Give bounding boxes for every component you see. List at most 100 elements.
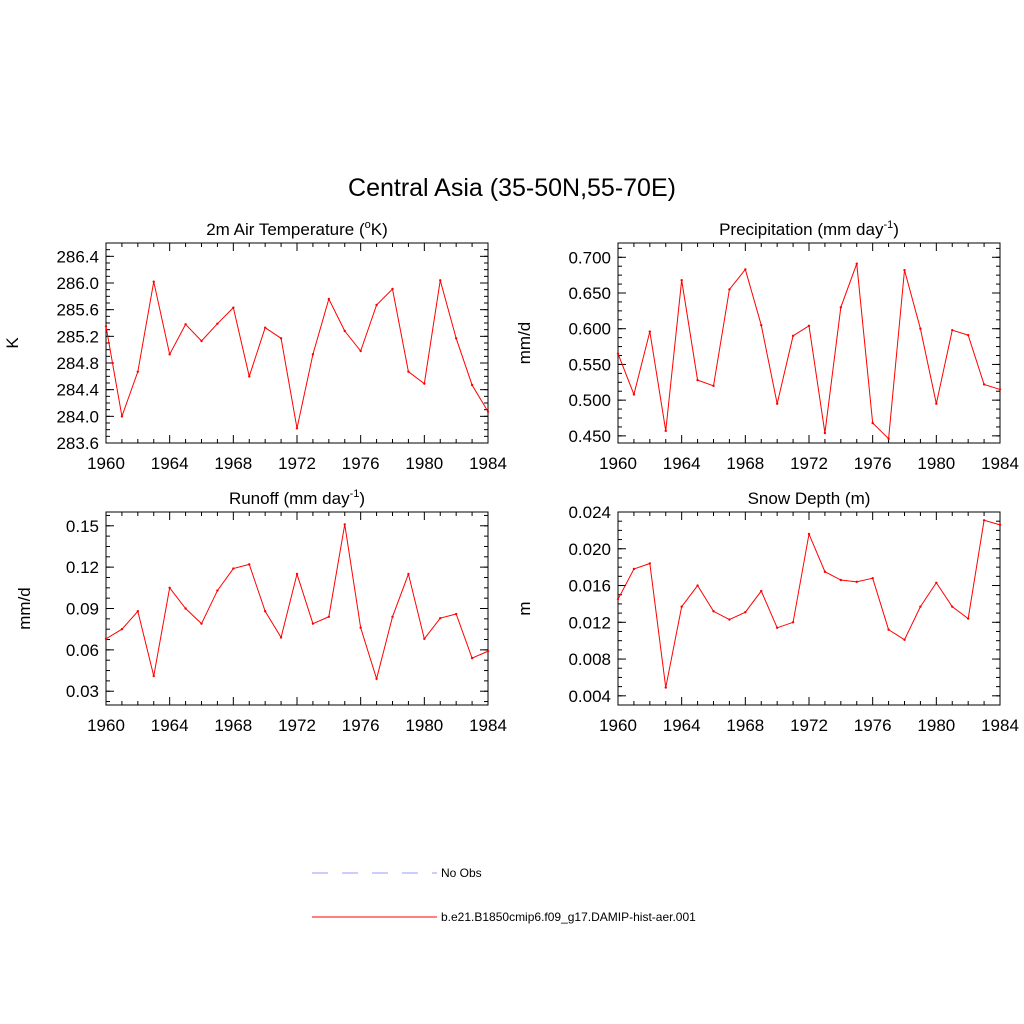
x-tick-label: 1976 (342, 716, 380, 735)
y-tick-label: 284.4 (56, 381, 99, 400)
y-tick-label: 0.450 (568, 427, 611, 446)
y-tick-label: 283.6 (56, 434, 99, 453)
data-point (423, 637, 426, 641)
legend-label: No Obs (441, 866, 482, 880)
plot-frame (105, 511, 489, 706)
data-point (998, 523, 1002, 527)
data-point (632, 567, 636, 571)
data-point (839, 578, 843, 582)
y-tick-label: 0.012 (568, 613, 611, 632)
data-point (343, 329, 346, 333)
data-point (104, 637, 108, 641)
data-point (871, 576, 874, 580)
x-tick-label: 1964 (151, 454, 189, 473)
x-tick-label: 1968 (214, 716, 252, 735)
panel-2: 1960 1964 1968 1972 1976 1980 1984 0.450 0.500 0.… (515, 219, 1019, 473)
x-tick-label: 1960 (599, 716, 637, 735)
x-tick-label: 1976 (854, 454, 892, 473)
y-tick-label: 0.15 (66, 517, 99, 536)
data-point (744, 610, 747, 614)
data-point (279, 337, 283, 340)
data-point (680, 278, 683, 282)
data-point (200, 622, 203, 625)
y-tick-label: 0.004 (568, 687, 611, 706)
data-point (216, 589, 219, 592)
y-tick-label: 0.700 (568, 248, 611, 267)
y-tick-label: 284.0 (56, 407, 99, 426)
y-tick-label: 0.008 (568, 650, 611, 669)
data-point (407, 572, 410, 576)
data-point (982, 519, 986, 522)
data-point (200, 339, 203, 343)
y-axis-label: mm/d (15, 587, 34, 630)
x-tick-label: 1972 (790, 454, 828, 473)
data-point (791, 621, 795, 624)
data-point (919, 605, 922, 608)
y-tick-label: 0.03 (66, 682, 99, 701)
x-tick-label: 1984 (981, 454, 1019, 473)
data-point (823, 570, 827, 573)
data-point (648, 562, 652, 565)
y-tick-label: 0.06 (66, 641, 99, 660)
data-point (454, 337, 458, 340)
data-point (664, 686, 667, 689)
data-point (375, 303, 378, 307)
x-tick-label: 1976 (854, 716, 892, 735)
legend-label: b.e21.B1850cmip6.f09_g17.DAMIP-hist-aer.… (441, 910, 696, 924)
data-point (120, 627, 124, 631)
x-tick-label: 1976 (342, 454, 380, 473)
data-point (648, 330, 652, 333)
y-tick-label: 0.500 (568, 391, 611, 410)
data-point (696, 584, 699, 587)
data-point (184, 323, 187, 326)
panel-4: 1960 1964 1968 1972 1976 1980 1984 0.004 0.008 0.… (515, 489, 1019, 735)
data-point (871, 421, 874, 425)
data-point (823, 431, 827, 435)
data-point (712, 384, 715, 388)
data-point (470, 383, 474, 387)
data-point (184, 607, 187, 610)
y-axis-label: mm/d (515, 322, 534, 365)
data-point (120, 415, 124, 418)
data-point (311, 622, 315, 625)
series-line (105, 524, 489, 681)
panels: 1960 1964 1968 1972 1976 1980 1984 283.6 284.0 28… (3, 219, 1019, 735)
data-point (248, 375, 251, 378)
data-point (807, 532, 811, 536)
panel-1: 1960 1964 1968 1972 1976 1980 1984 283.6 284.0 28… (3, 219, 507, 473)
y-tick-label: 0.600 (568, 320, 611, 339)
data-point (232, 306, 235, 309)
data-point (232, 567, 235, 570)
data-point (935, 581, 938, 584)
y-tick-label: 0.020 (568, 540, 611, 559)
data-point (935, 402, 938, 405)
data-point (982, 383, 986, 386)
data-point (664, 429, 667, 433)
y-axis-label: K (3, 337, 22, 349)
data-point (998, 388, 1002, 391)
data-point (359, 349, 362, 353)
data-point (775, 626, 779, 629)
data-point (887, 628, 890, 631)
y-tick-label: 286.4 (56, 247, 99, 266)
panel-3: 1960 1964 1968 1972 1976 1980 1984 0.03 0.06 0.09… (15, 488, 507, 735)
x-tick-label: 1972 (278, 716, 316, 735)
data-point (439, 279, 442, 282)
data-point (327, 615, 331, 618)
data-point (470, 656, 474, 660)
x-tick-label: 1960 (599, 454, 637, 473)
x-tick-label: 1984 (469, 454, 507, 473)
x-tick-label: 1968 (214, 454, 252, 473)
y-axis-label: m (515, 601, 534, 615)
series-line (617, 519, 1001, 688)
data-point (680, 605, 683, 608)
panel-title: 2m Air Temperature (oK) (206, 219, 388, 239)
y-tick-label: 0.09 (66, 600, 99, 619)
data-point (616, 598, 620, 601)
data-point (295, 572, 299, 576)
data-point (728, 288, 731, 291)
data-point (136, 370, 140, 373)
x-tick-label: 1960 (87, 716, 125, 735)
x-tick-label: 1980 (405, 454, 443, 473)
data-point (744, 268, 747, 271)
